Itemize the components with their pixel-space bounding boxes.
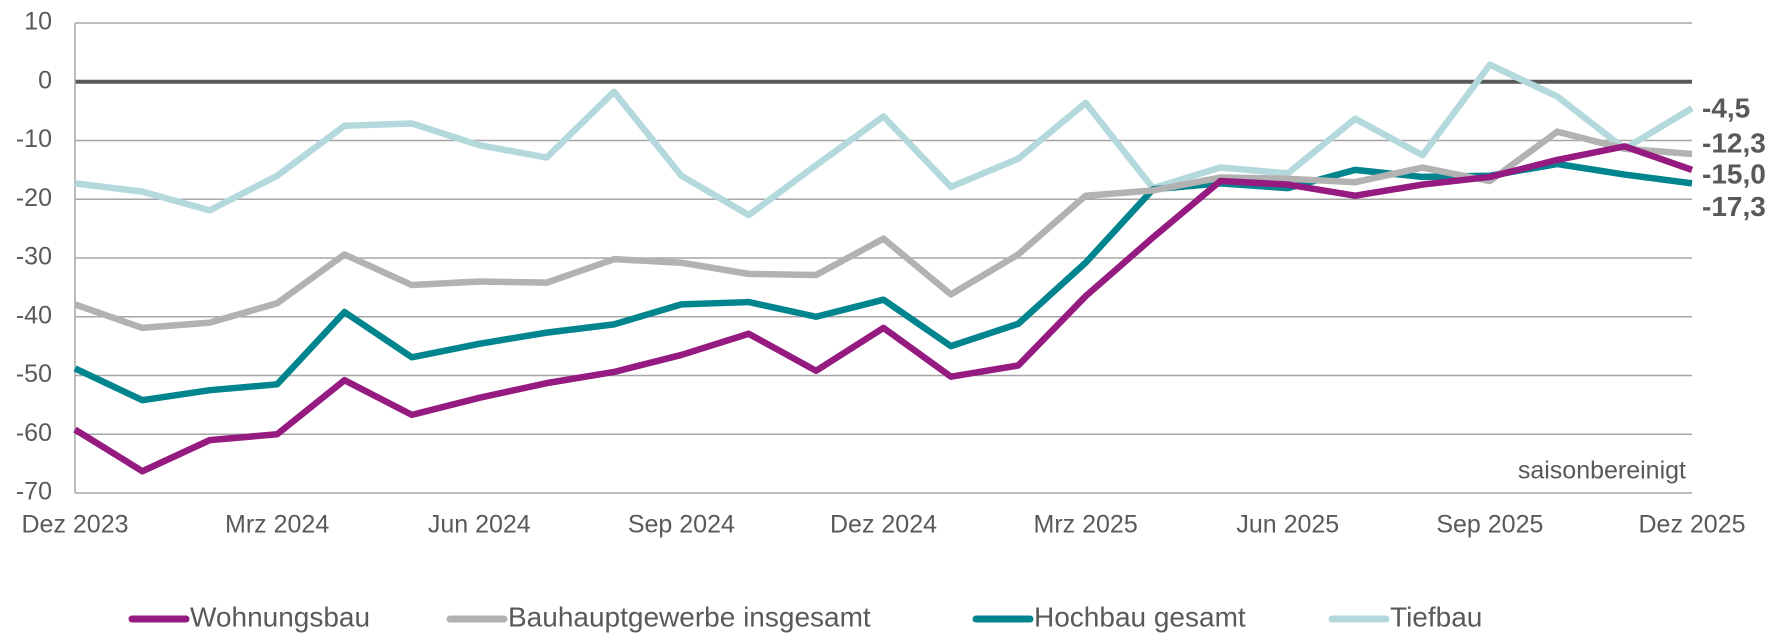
annotation: saisonbereinigt	[1518, 457, 1686, 485]
y-tick-label: -60	[16, 419, 52, 447]
data-label: -12,3	[1702, 127, 1766, 158]
data-label: -17,3	[1702, 191, 1766, 222]
data-label: -15,0	[1702, 158, 1766, 189]
x-tick-label: Jun 2025	[1236, 511, 1339, 539]
x-tick-label: Mrz 2024	[225, 511, 329, 539]
x-tick-label: Dez 2025	[1638, 511, 1745, 539]
y-tick-label: -40	[16, 301, 52, 329]
y-tick-label: 0	[38, 66, 52, 94]
x-tick-label: Mrz 2025	[1034, 511, 1138, 539]
x-tick-label: Sep 2025	[1436, 511, 1543, 539]
y-tick-label: 10	[24, 8, 52, 36]
series-line	[73, 128, 1693, 332]
series-line	[74, 61, 1694, 219]
legend-label: Bauhauptgewerbe insgesamt	[508, 601, 871, 632]
x-tick-label: Jun 2024	[428, 511, 531, 539]
x-tick-label: Dez 2024	[830, 511, 937, 539]
y-tick-label: -10	[16, 125, 52, 153]
y-tick-label: -20	[16, 184, 52, 212]
y-tick-label: -30	[16, 243, 52, 271]
y-tick-label: -70	[16, 478, 52, 506]
y-tick-label: -50	[16, 360, 52, 388]
legend-label: Tiefbau	[1390, 601, 1482, 632]
legend-label: Wohnungsbau	[190, 601, 370, 632]
data-label: -4,5	[1702, 93, 1750, 124]
legend-label: Hochbau gesamt	[1034, 601, 1246, 632]
series-line	[73, 160, 1693, 404]
x-tick-label: Dez 2023	[21, 511, 128, 539]
x-tick-label: Sep 2024	[628, 511, 735, 539]
series-line	[73, 143, 1694, 475]
